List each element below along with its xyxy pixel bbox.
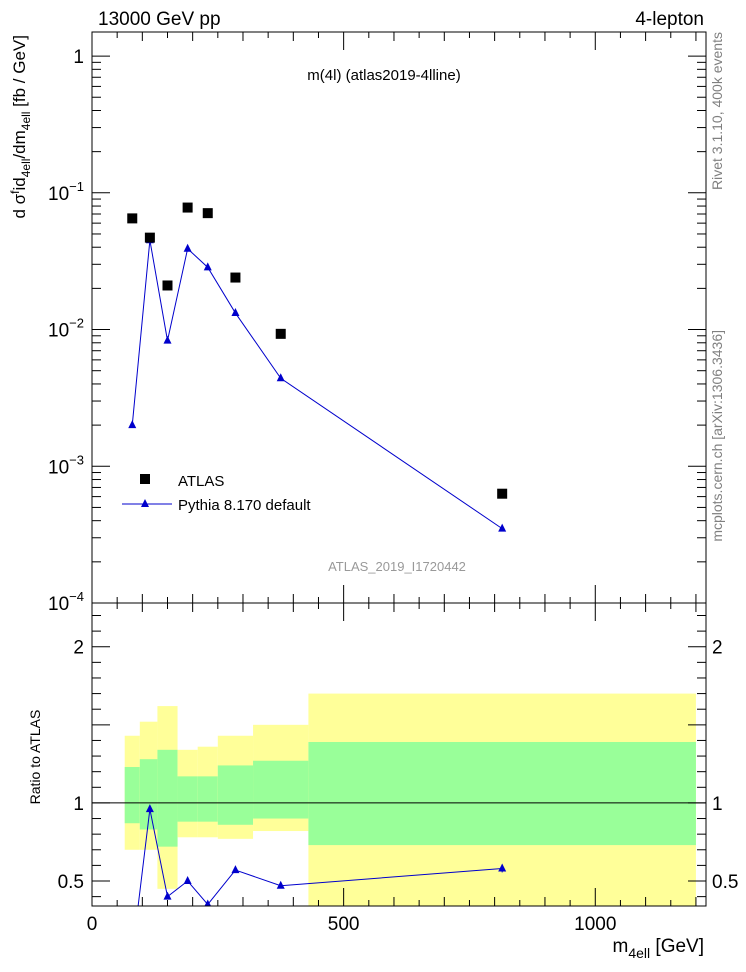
y-tick-label: 10−4	[48, 589, 84, 615]
data-point	[497, 488, 508, 499]
plot-title: m(4l) (atlas2019-4lline)	[307, 67, 460, 84]
legend-marker-mc	[141, 499, 149, 507]
y-tick-label-right: 2	[712, 638, 723, 659]
main-panel: 1 10−1 10−2 10−3 10−4 m(4l) (atlas2019-4llin…	[8, 31, 707, 615]
header-process: 4-lepton	[635, 9, 704, 30]
legend-marker-data	[140, 474, 150, 484]
x-tick-label: 1000	[574, 914, 616, 935]
ratio-panel: 0 500 1000 0.5 0.5 1 1 2 2 Ratio to ATLAS m4ell …	[27, 602, 738, 961]
x-tick-label: 500	[328, 914, 360, 935]
ratio-point	[128, 949, 136, 957]
y-tick-label: 0.5	[58, 872, 84, 893]
uncertainty-band-inner	[253, 760, 309, 819]
ratio-point	[231, 865, 240, 874]
y-tick-label: 10−1	[48, 179, 84, 205]
mc-point	[183, 243, 192, 252]
y-tick-label: 1	[73, 47, 84, 68]
uncertainty-band-inner	[157, 749, 178, 847]
mc-point	[231, 308, 240, 317]
y-tick-label: 10−3	[48, 452, 84, 478]
data-point	[162, 280, 173, 291]
ratio-line	[137, 809, 503, 906]
ratio-y-axis-label: Ratio to ATLAS	[27, 710, 43, 805]
uncertainty-band-inner	[124, 766, 140, 824]
ratio-point	[163, 891, 172, 900]
analysis-watermark: ATLAS_2019_I1720442	[328, 559, 466, 574]
ratio-point	[276, 880, 285, 889]
y-tick-label-right: 0.5	[712, 872, 738, 893]
header-energy: 13000 GeV pp	[98, 9, 221, 30]
main-frame	[91, 31, 707, 604]
x-axis-label: m4ell [GeV]	[613, 936, 704, 961]
ratio-point	[183, 876, 192, 885]
uncertainty-band-inner	[217, 765, 254, 825]
legend-label-mc: Pythia 8.170 default	[178, 497, 311, 514]
uncertainty-band-inner	[308, 742, 696, 846]
legend: ATLAS Pythia 8.170 default	[122, 473, 311, 514]
ratio-point	[204, 899, 212, 906]
uncertainty-band-inner	[197, 776, 218, 822]
y-tick-label-right: 1	[712, 794, 723, 815]
mc-point	[498, 523, 507, 532]
mc-point	[276, 373, 285, 382]
y-axis-label: d σfid4ell/dm4ell [fb / GeV]	[8, 35, 33, 219]
uncertainty-band-inner	[177, 776, 198, 822]
legend-label-data: ATLAS	[178, 473, 224, 490]
ratio-point	[498, 863, 507, 872]
side-label-rivet: Rivet 3.1.10, 400k events	[709, 32, 725, 190]
ratio-frame	[91, 602, 707, 907]
data-point	[127, 213, 138, 224]
ratio-point	[145, 804, 154, 813]
y-tick-label: 10−2	[48, 316, 84, 342]
side-label-mcplots: mcplots.cern.ch [arXiv:1306.3436]	[709, 330, 725, 542]
y-tick-label: 2	[73, 638, 84, 659]
x-tick-label: 0	[87, 914, 98, 935]
mc-point	[128, 420, 137, 429]
data-point	[202, 208, 213, 219]
mc-line	[131, 240, 503, 530]
mc-point	[163, 335, 172, 344]
data-point	[144, 232, 155, 243]
mc-point	[203, 262, 212, 271]
data-point	[182, 202, 193, 213]
data-point	[275, 328, 286, 339]
data-point	[230, 272, 241, 283]
y-tick-label: 1	[73, 794, 84, 815]
